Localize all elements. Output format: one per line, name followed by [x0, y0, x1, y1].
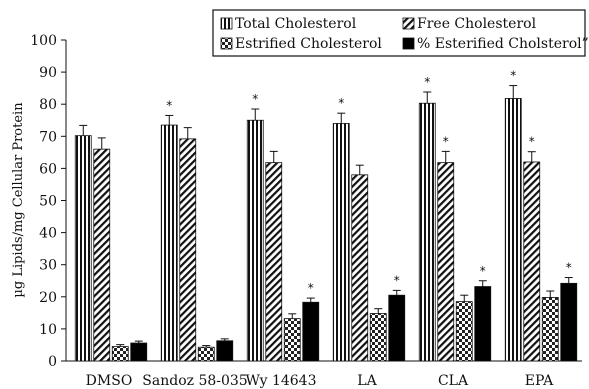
bar	[265, 162, 283, 362]
significance-star: *	[480, 264, 486, 278]
legend-swatch	[220, 17, 233, 30]
bar	[388, 294, 406, 362]
significance-star: *	[308, 281, 314, 295]
y-tick-label: 20	[39, 290, 57, 306]
category-label: DMSO	[86, 373, 133, 389]
bar	[74, 135, 92, 362]
y-tick-label: 80	[39, 97, 57, 113]
y-tick-label: 60	[39, 161, 57, 177]
bar	[351, 174, 369, 362]
y-tick-label: 90	[39, 65, 57, 81]
legend-swatch	[402, 37, 415, 50]
category-label: Wy 14643	[246, 373, 317, 389]
y-tick-label: 100	[30, 33, 57, 49]
legend-label: Estrified Cholesterol	[235, 36, 382, 52]
y-tick-label: 50	[39, 194, 57, 210]
significance-markers: * * * * * * * * * * *	[166, 69, 572, 296]
bar	[197, 346, 215, 362]
bar	[541, 297, 559, 362]
category-label: EPA	[525, 373, 554, 389]
legend-label: Free Cholesterol	[417, 16, 537, 32]
significance-star: *	[252, 92, 258, 106]
bar	[418, 102, 436, 362]
bar	[523, 161, 541, 362]
category-label: LA	[357, 373, 377, 389]
bar	[216, 340, 234, 362]
bar	[179, 138, 197, 362]
bar	[283, 318, 301, 362]
significance-star: *	[424, 75, 430, 89]
bar	[504, 98, 522, 362]
legend: Total Cholesterol Free Cholesterol Estrifi…	[212, 9, 589, 57]
legend-swatch	[402, 17, 415, 30]
bar	[437, 162, 455, 362]
y-axis-title: µg Lipids/mg Cellular Protein	[11, 102, 26, 298]
bar	[474, 286, 492, 362]
bar	[246, 119, 264, 362]
legend-swatch	[220, 37, 233, 50]
category-label: CLA	[438, 373, 469, 389]
legend-label: % Esterified Cholsterol”	[417, 36, 589, 52]
significance-star: *	[566, 261, 572, 275]
y-tick-label: 70	[39, 129, 57, 145]
axes: 0 10 20 30 40 50 60 70 80 90 100	[30, 33, 582, 370]
bars	[74, 98, 578, 362]
significance-star: *	[338, 96, 344, 110]
bar	[130, 342, 148, 362]
y-tick-label: 10	[39, 322, 57, 338]
legend-box	[212, 9, 586, 57]
significance-star: *	[529, 135, 535, 149]
y-tick-label: 40	[39, 226, 57, 242]
bar	[302, 301, 320, 362]
significance-star: *	[510, 69, 516, 83]
bar	[160, 124, 178, 362]
bar	[93, 148, 111, 362]
category-label: Sandoz 58-035	[142, 373, 247, 389]
bar	[111, 346, 129, 362]
bar	[560, 282, 578, 362]
y-tick-label: 0	[48, 354, 57, 370]
error-bars	[79, 85, 573, 348]
significance-star: *	[394, 273, 400, 287]
bar	[455, 301, 473, 362]
significance-star: *	[166, 98, 172, 112]
bar	[369, 313, 387, 362]
significance-star: *	[443, 134, 449, 148]
legend-label: Total Cholesterol	[235, 16, 357, 32]
y-tick-label: 30	[39, 258, 57, 274]
bar	[332, 123, 350, 362]
